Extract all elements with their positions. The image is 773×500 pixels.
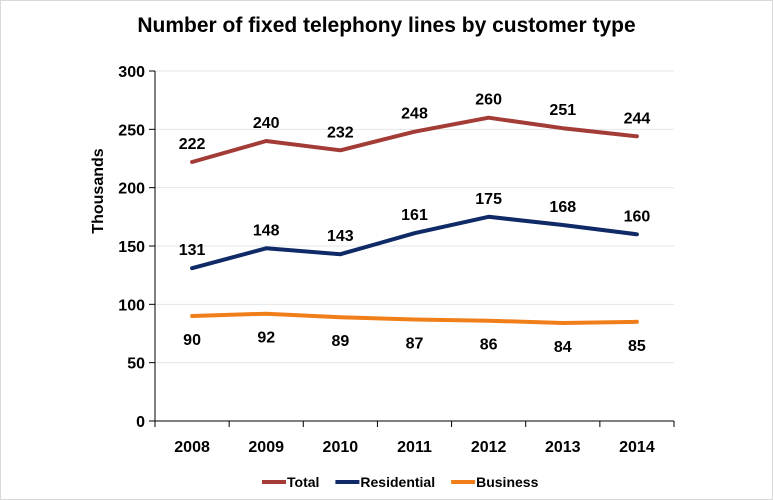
- data-label: 244: [624, 110, 651, 127]
- y-tick-label: 50: [127, 356, 145, 373]
- data-label: 90: [183, 332, 201, 349]
- data-label: 260: [475, 92, 502, 109]
- x-tick-label: 2009: [248, 439, 284, 456]
- legend-label: Business: [476, 474, 538, 490]
- chart-title: Number of fixed telephony lines by custo…: [137, 14, 636, 37]
- x-tick-label: 2011: [397, 439, 432, 456]
- data-label: 131: [179, 242, 206, 259]
- legend-label: Total: [287, 474, 319, 490]
- data-label: 232: [327, 124, 354, 141]
- data-label: 84: [554, 339, 572, 356]
- data-label: 251: [549, 102, 576, 119]
- data-label: 89: [331, 333, 349, 350]
- x-tick-label: 2013: [545, 439, 581, 456]
- x-tick-label: 2010: [323, 439, 359, 456]
- data-label: 175: [475, 191, 502, 208]
- x-tick-label: 2014: [619, 439, 655, 456]
- data-label: 161: [401, 207, 428, 224]
- data-label: 148: [253, 222, 280, 239]
- data-label: 160: [624, 208, 651, 225]
- x-tick-label: 2008: [174, 439, 210, 456]
- x-tick-label: 2012: [471, 439, 507, 456]
- data-label: 86: [480, 337, 498, 354]
- y-axis-title: Thousands: [90, 148, 107, 233]
- y-tick-label: 250: [118, 122, 145, 139]
- y-tick-label: 0: [136, 414, 145, 431]
- y-tick-label: 300: [118, 64, 145, 81]
- data-label: 240: [253, 115, 280, 132]
- series-line-total: [190, 115, 639, 164]
- data-label: 222: [179, 136, 206, 153]
- y-tick-label: 150: [118, 239, 145, 256]
- y-tick-label: 100: [118, 297, 145, 314]
- data-label: 168: [549, 199, 576, 216]
- data-label: 143: [327, 228, 354, 245]
- data-label: 85: [628, 338, 646, 355]
- data-label: 87: [406, 336, 424, 353]
- data-label: 248: [401, 106, 428, 123]
- legend-label: Residential: [360, 474, 435, 490]
- y-tick-label: 200: [118, 181, 145, 198]
- series-line-business: [190, 311, 639, 325]
- data-label: 92: [257, 330, 275, 347]
- series-line-residential: [190, 214, 639, 271]
